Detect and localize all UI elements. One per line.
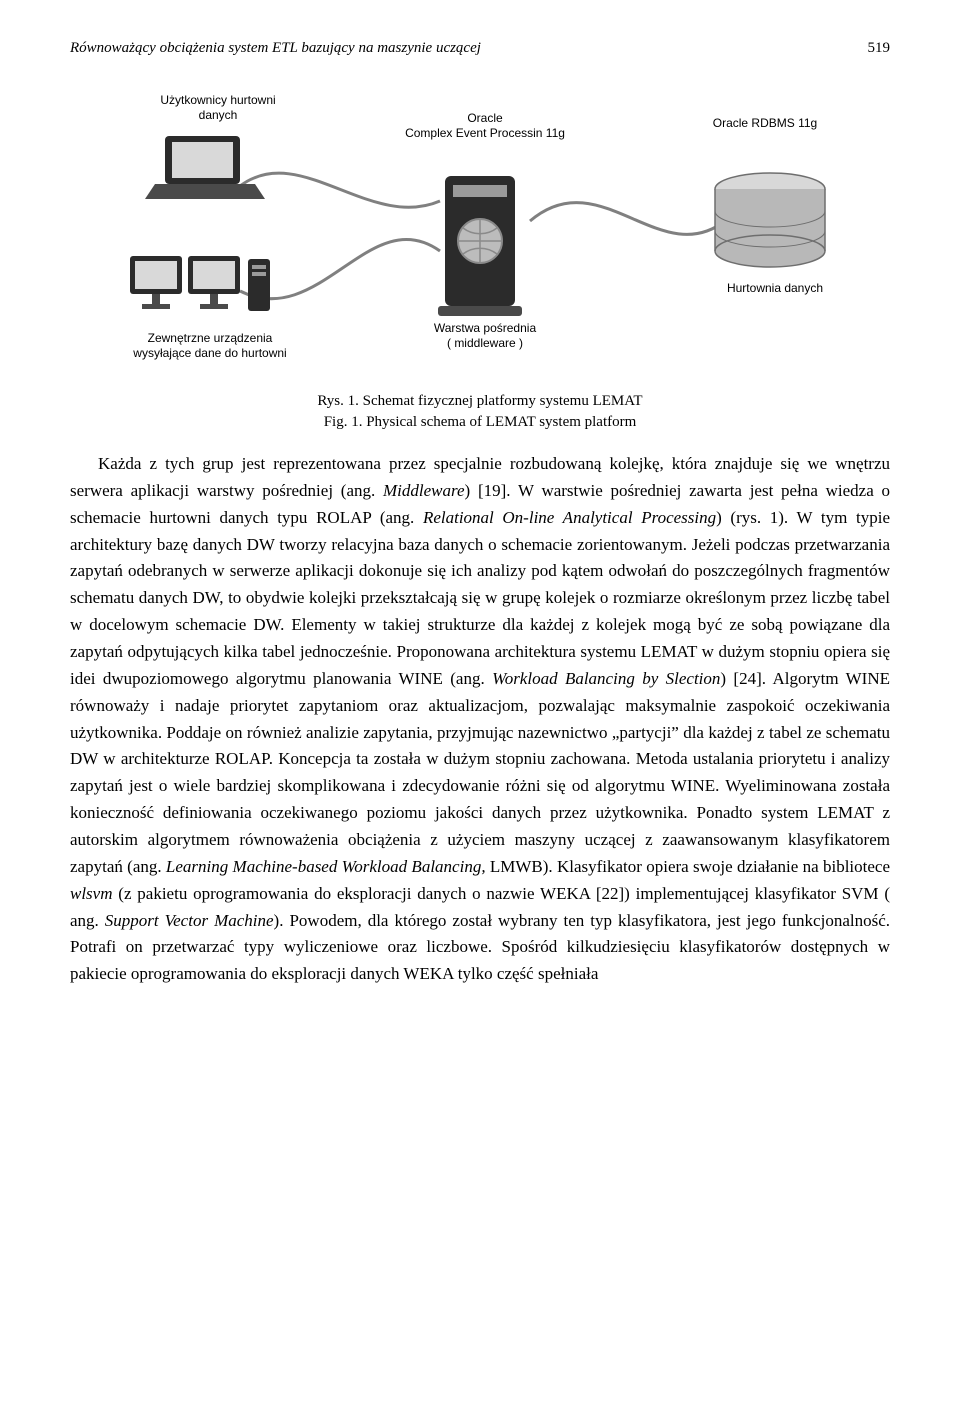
header-title: Równoważący obciążenia system ETL bazują… — [70, 40, 481, 57]
body-paragraph: Każda z tych grup jest reprezentowana pr… — [70, 451, 890, 988]
label-middleware: Warstwa pośrednia( middleware ) — [410, 321, 560, 351]
header-page-number: 519 — [868, 40, 891, 57]
server-icon — [438, 176, 522, 316]
database-icon — [715, 173, 825, 267]
label-oracle-rdbms: Oracle RDBMS 11g — [680, 116, 850, 131]
architecture-diagram: Użytkownicy hurtownidanych Zewnętrzne ur… — [70, 81, 890, 381]
running-header: Równoważący obciążenia system ETL bazują… — [70, 40, 890, 57]
workstation-icon — [130, 256, 270, 311]
figure-caption: Rys. 1. Schemat fizycznej platformy syst… — [70, 391, 890, 433]
diagram-canvas: Użytkownicy hurtownidanych Zewnętrzne ur… — [70, 81, 890, 381]
label-oracle-cep: OracleComplex Event Processin 11g — [390, 111, 580, 141]
label-external: Zewnętrzne urządzeniawysyłające dane do … — [110, 331, 310, 361]
label-dw: Hurtownia danych — [710, 281, 840, 296]
laptop-icon — [145, 136, 265, 199]
page-container: Równoważący obciążenia system ETL bazują… — [0, 0, 960, 1045]
label-users: Użytkownicy hurtownidanych — [148, 93, 288, 123]
caption-pl: Rys. 1. Schemat fizycznej platformy syst… — [70, 391, 890, 412]
caption-en: Fig. 1. Physical schema of LEMAT system … — [70, 412, 890, 433]
